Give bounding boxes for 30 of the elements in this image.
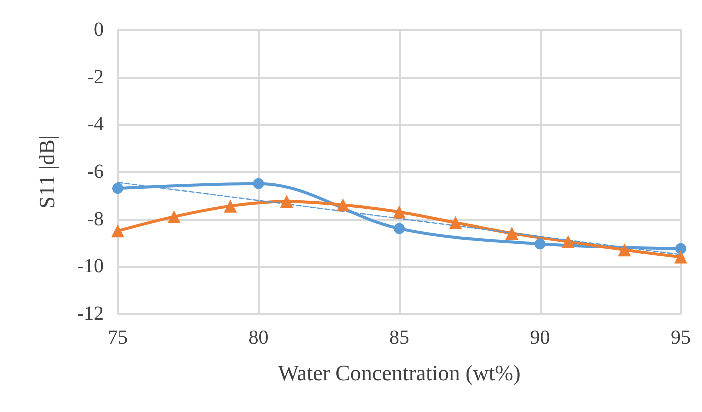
- y-tick-label: -8: [87, 208, 104, 230]
- x-tick-label: 75: [108, 327, 128, 349]
- point: [168, 210, 181, 224]
- x-tick-label: 90: [530, 327, 550, 349]
- point: [112, 224, 124, 238]
- point: [676, 243, 686, 254]
- point: [394, 223, 405, 234]
- point: [224, 200, 238, 213]
- point: [506, 227, 519, 240]
- y-tick-label: -10: [77, 256, 104, 278]
- y-tick-label: -4: [87, 114, 104, 136]
- point: [280, 195, 294, 208]
- point: [253, 178, 264, 190]
- x-axis-title: Water Concentration (wt%): [278, 360, 521, 386]
- point: [393, 206, 406, 219]
- y-tick-label: -6: [87, 161, 104, 183]
- y-tick-label: -2: [87, 66, 104, 88]
- x-tick-label: 80: [248, 327, 269, 349]
- point: [674, 250, 688, 264]
- x-tick-label: 95: [671, 327, 691, 349]
- y-axis-title: S11 |dB|: [34, 135, 60, 209]
- y-tick-label: -12: [77, 303, 104, 325]
- y-tick-label: 0: [94, 19, 104, 41]
- point: [336, 198, 350, 212]
- x-tick-label: 85: [390, 327, 410, 349]
- point: [562, 235, 575, 248]
- point: [534, 238, 546, 250]
- point: [618, 244, 632, 257]
- point: [112, 183, 124, 194]
- point: [449, 216, 462, 230]
